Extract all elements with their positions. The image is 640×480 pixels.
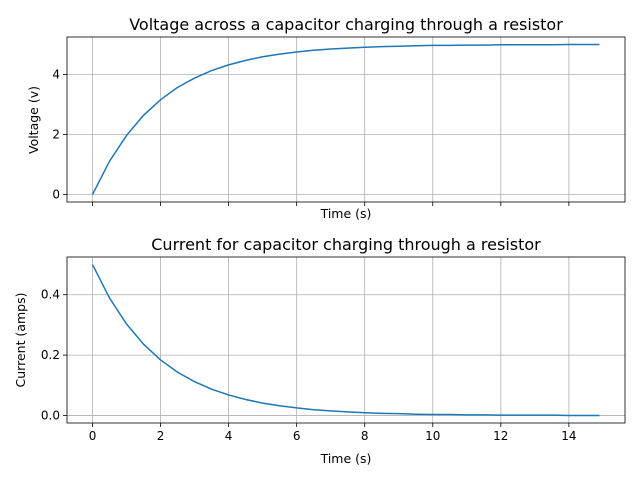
voltage-chart-ticks: 0 2 4 [52, 68, 570, 206]
voltage-chart-frame [66, 36, 626, 203]
voltage-chart-xlabel: Time (s) [320, 206, 372, 221]
current-ytick-label: 0.2 [41, 348, 60, 362]
voltage-ytick-label: 0 [52, 188, 60, 202]
current-chart-ticks: 0 2 4 6 8 10 12 14 0.0 0.2 0.4 [41, 288, 577, 443]
voltage-ytick-label: 4 [52, 68, 60, 82]
current-chart-title: Current for capacitor charging through a… [151, 235, 541, 254]
current-ytick-label: 0.0 [41, 408, 60, 422]
current-xtick-label: 8 [361, 429, 369, 443]
current-xtick-label: 0 [89, 429, 97, 443]
current-chart-ylabel: Current (amps) [13, 293, 28, 388]
current-chart: Current for capacitor charging through a… [13, 235, 626, 466]
current-xtick-label: 12 [493, 429, 508, 443]
voltage-chart-grid [67, 37, 625, 202]
current-xtick-label: 2 [157, 429, 165, 443]
current-xtick-label: 14 [561, 429, 576, 443]
current-xtick-label: 6 [293, 429, 301, 443]
current-xtick-label: 4 [225, 429, 233, 443]
current-chart-frame [66, 256, 626, 424]
current-series-line [91, 264, 600, 417]
current-chart-xlabel: Time (s) [320, 451, 372, 466]
voltage-chart: Voltage across a capacitor charging thro… [26, 15, 626, 221]
current-ytick-label: 0.4 [41, 288, 60, 302]
voltage-chart-title: Voltage across a capacitor charging thro… [129, 15, 563, 34]
voltage-ytick-label: 2 [52, 128, 60, 142]
current-xtick-label: 10 [425, 429, 440, 443]
voltage-chart-ylabel: Voltage (v) [26, 86, 41, 154]
voltage-series-line [91, 43, 600, 195]
